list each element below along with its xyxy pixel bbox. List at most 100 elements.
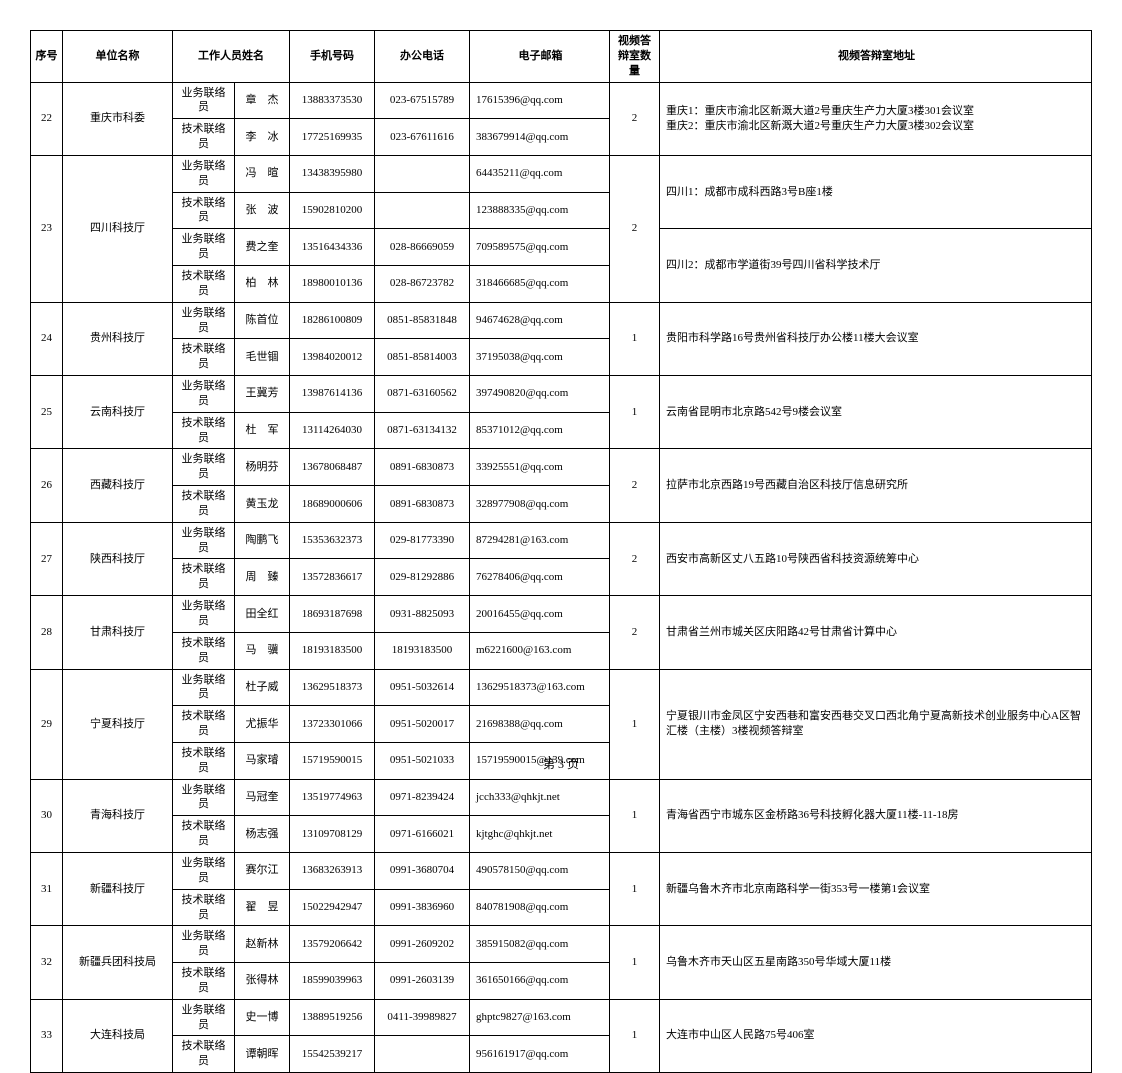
- cell-name: 杨志强: [235, 816, 290, 853]
- cell-tel: 0991-2603139: [375, 963, 470, 1000]
- cell-name: 陶鹏飞: [235, 522, 290, 559]
- table-row: 30青海科技厅业务联络员马冠奎135197749630971-8239424jc…: [31, 779, 1092, 816]
- cell-role: 业务联络员: [173, 596, 235, 633]
- cell-addr: 大连市中山区人民路75号406室: [660, 999, 1092, 1072]
- cell-name: 毛世锢: [235, 339, 290, 376]
- cell-mobile: 18689000606: [290, 486, 375, 523]
- cell-tel: 0991-2609202: [375, 926, 470, 963]
- cell-tel: 0871-63160562: [375, 376, 470, 413]
- cell-email: 21698388@qq.com: [470, 706, 610, 743]
- cell-email: 328977908@qq.com: [470, 486, 610, 523]
- cell-role: 技术联络员: [173, 706, 235, 743]
- cell-name: 张 波: [235, 192, 290, 229]
- cell-mobile: 13629518373: [290, 669, 375, 706]
- cell-tel: 0971-8239424: [375, 779, 470, 816]
- cell-addr: 四川1：成都市成科西路3号B座1楼: [660, 155, 1092, 228]
- cell-name: 周 臻: [235, 559, 290, 596]
- cell-name: 冯 暄: [235, 155, 290, 192]
- cell-mobile: 18980010136: [290, 265, 375, 302]
- cell-qty: 2: [610, 522, 660, 595]
- cell-qty: 2: [610, 596, 660, 669]
- cell-qty: 2: [610, 82, 660, 155]
- cell-unit: 新疆科技厅: [63, 852, 173, 925]
- cell-mobile: 13723301066: [290, 706, 375, 743]
- cell-seq: 25: [31, 376, 63, 449]
- cell-tel: 0891-6830873: [375, 449, 470, 486]
- cell-mobile: 15353632373: [290, 522, 375, 559]
- cell-role: 业务联络员: [173, 155, 235, 192]
- cell-tel: 023-67515789: [375, 82, 470, 119]
- cell-role: 业务联络员: [173, 229, 235, 266]
- cell-tel: 0971-6166021: [375, 816, 470, 853]
- table-row: 23四川科技厅业务联络员冯 暄1343839598064435211@qq.co…: [31, 155, 1092, 192]
- cell-addr: 甘肃省兰州市城关区庆阳路42号甘肃省计算中心: [660, 596, 1092, 669]
- cell-role: 业务联络员: [173, 522, 235, 559]
- cell-role: 技术联络员: [173, 963, 235, 1000]
- cell-tel: 0951-5020017: [375, 706, 470, 743]
- cell-mobile: 18286100809: [290, 302, 375, 339]
- table-row: 31新疆科技厅业务联络员赛尔江136832639130991-368070449…: [31, 852, 1092, 889]
- cell-tel: 028-86669059: [375, 229, 470, 266]
- cell-mobile: 15542539217: [290, 1036, 375, 1073]
- table-row: 业务联络员费之奎13516434336028-86669059709589575…: [31, 229, 1092, 266]
- cell-seq: 28: [31, 596, 63, 669]
- cell-addr: 重庆1：重庆市渝北区新溉大道2号重庆生产力大厦3楼301会议室重庆2：重庆市渝北…: [660, 82, 1092, 155]
- cell-name: 杜子威: [235, 669, 290, 706]
- cell-email: ghptc9827@163.com: [470, 999, 610, 1036]
- cell-tel: 18193183500: [375, 632, 470, 669]
- cell-tel: 0951-5032614: [375, 669, 470, 706]
- cell-name: 陈首位: [235, 302, 290, 339]
- col-addr: 视频答辩室地址: [660, 31, 1092, 83]
- col-tel: 办公电话: [375, 31, 470, 83]
- cell-email: 76278406@qq.com: [470, 559, 610, 596]
- cell-seq: 26: [31, 449, 63, 522]
- cell-mobile: 13683263913: [290, 852, 375, 889]
- cell-mobile: 13109708129: [290, 816, 375, 853]
- cell-email: jcch333@qhkjt.net: [470, 779, 610, 816]
- cell-name: 杨明芬: [235, 449, 290, 486]
- cell-name: 杜 军: [235, 412, 290, 449]
- cell-qty: 1: [610, 926, 660, 999]
- cell-email: m6221600@163.com: [470, 632, 610, 669]
- cell-mobile: 13883373530: [290, 82, 375, 119]
- cell-name: 柏 林: [235, 265, 290, 302]
- cell-mobile: 13516434336: [290, 229, 375, 266]
- cell-qty: 2: [610, 449, 660, 522]
- cell-email: 94674628@qq.com: [470, 302, 610, 339]
- cell-tel: 0851-85814003: [375, 339, 470, 376]
- table-row: 28甘肃科技厅业务联络员田全红186931876980931-882509320…: [31, 596, 1092, 633]
- cell-role: 业务联络员: [173, 926, 235, 963]
- cell-email: 840781908@qq.com: [470, 889, 610, 926]
- cell-email: 17615396@qq.com: [470, 82, 610, 119]
- cell-role: 技术联络员: [173, 119, 235, 156]
- cell-tel: 0411-39989827: [375, 999, 470, 1036]
- cell-seq: 30: [31, 779, 63, 852]
- cell-role: 技术联络员: [173, 889, 235, 926]
- cell-name: 张得林: [235, 963, 290, 1000]
- cell-mobile: 13438395980: [290, 155, 375, 192]
- cell-mobile: 15022942947: [290, 889, 375, 926]
- cell-name: 谭朝晖: [235, 1036, 290, 1073]
- cell-mobile: 13678068487: [290, 449, 375, 486]
- cell-qty: 1: [610, 376, 660, 449]
- cell-email: 33925551@qq.com: [470, 449, 610, 486]
- cell-email: 709589575@qq.com: [470, 229, 610, 266]
- cell-name: 赛尔江: [235, 852, 290, 889]
- cell-addr: 青海省西宁市城东区金桥路36号科技孵化器大厦11楼-11-18房: [660, 779, 1092, 852]
- cell-tel: 0991-3836960: [375, 889, 470, 926]
- cell-name: 黄玉龙: [235, 486, 290, 523]
- cell-role: 业务联络员: [173, 376, 235, 413]
- cell-seq: 31: [31, 852, 63, 925]
- cell-seq: 33: [31, 999, 63, 1072]
- cell-name: 翟 昱: [235, 889, 290, 926]
- cell-name: 王冀芳: [235, 376, 290, 413]
- table-header-row: 序号 单位名称 工作人员姓名 手机号码 办公电话 电子邮箱 视频答辩室数量 视频…: [31, 31, 1092, 83]
- cell-unit: 重庆市科委: [63, 82, 173, 155]
- cell-email: 37195038@qq.com: [470, 339, 610, 376]
- cell-name: 李 冰: [235, 119, 290, 156]
- cell-unit: 大连科技局: [63, 999, 173, 1072]
- cell-name: 尤振华: [235, 706, 290, 743]
- cell-tel: [375, 155, 470, 192]
- cell-tel: 0891-6830873: [375, 486, 470, 523]
- cell-unit: 云南科技厅: [63, 376, 173, 449]
